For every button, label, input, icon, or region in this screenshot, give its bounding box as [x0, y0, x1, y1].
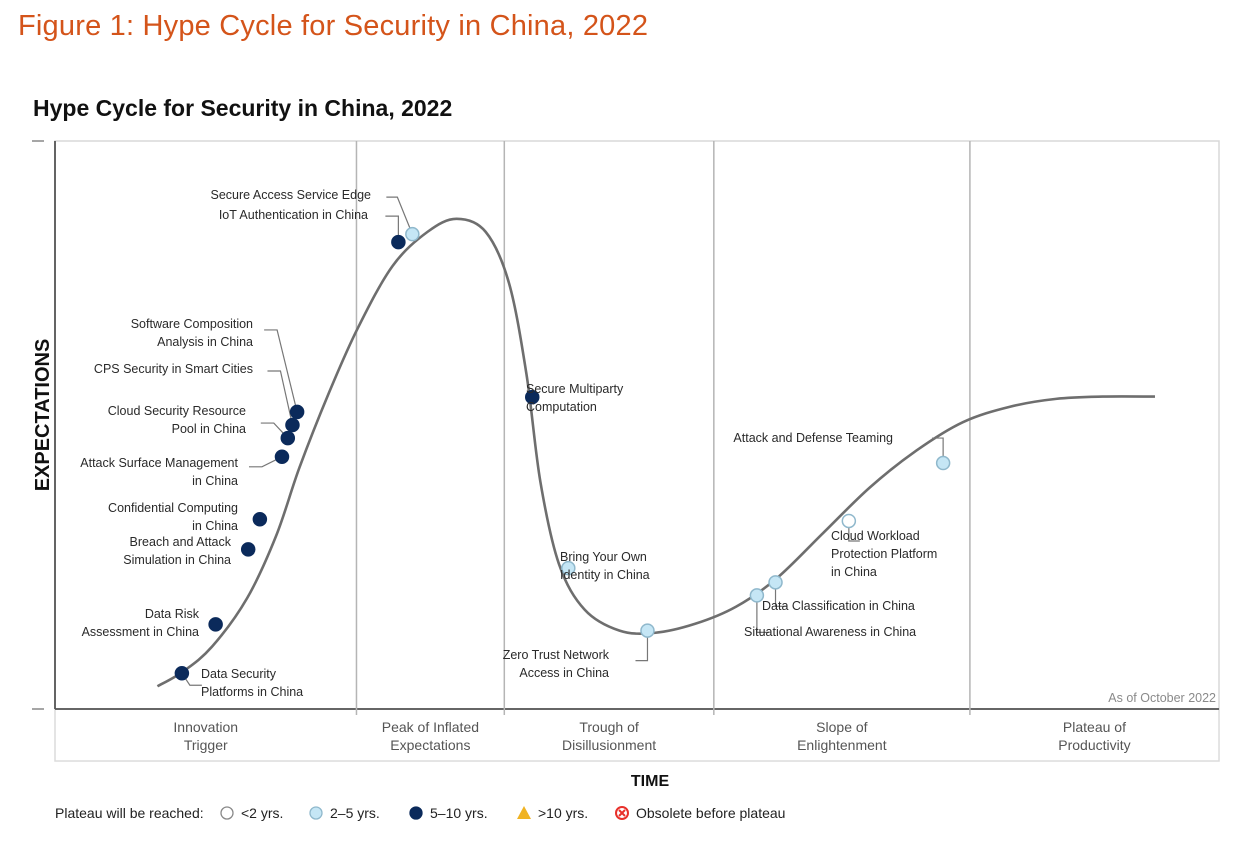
as-of-annotation: As of October 2022: [1108, 691, 1216, 705]
phase-band: [54, 708, 1220, 762]
leader-line: [774, 582, 788, 607]
hype-curve: [156, 217, 1155, 688]
leader-line: [385, 215, 399, 243]
point-label: Data Risk: [145, 607, 200, 621]
triangle-icon: [517, 806, 531, 819]
point-label: Confidential Computing: [108, 501, 238, 515]
phase-label: Innovation: [173, 719, 238, 735]
phase-label: Disillusionment: [562, 737, 656, 753]
data-point: [208, 617, 223, 632]
point-label: Attack and Defense Teaming: [733, 431, 893, 445]
point-label: Analysis in China: [157, 335, 253, 349]
data-points: [174, 226, 951, 681]
point-label: Attack Surface Management: [80, 456, 238, 470]
point-labels: Data Security Platforms in China Data Risk…: [80, 188, 937, 699]
leader-line: [248, 456, 283, 468]
point-label: Pool in China: [172, 422, 246, 436]
point-label: Identity in China: [560, 568, 650, 582]
point-label: Simulation in China: [123, 553, 231, 567]
data-point: [640, 623, 655, 638]
point-label: Secure Multiparty: [526, 382, 624, 396]
phase-label: Trough of: [579, 719, 639, 735]
legend-item-label: <2 yrs.: [241, 805, 283, 821]
point-label: Data Classification in China: [762, 599, 915, 613]
y-axis-label: EXPECTATIONS: [32, 339, 54, 492]
leader-line: [267, 370, 294, 426]
plot-frame: [32, 140, 1220, 762]
chart-title: Hype Cycle for Security in China, 2022: [33, 95, 453, 121]
point-label: Cloud Workload: [831, 529, 920, 543]
data-point: [274, 449, 290, 465]
circle-icon: [409, 806, 423, 820]
point-label: Breach and Attack: [130, 535, 232, 549]
point-label: Cloud Security Resource: [108, 404, 246, 418]
legend-item-label: Obsolete before plateau: [636, 805, 785, 821]
point-label: Software Composition: [131, 317, 253, 331]
data-point: [524, 389, 540, 405]
point-label: Data Security: [201, 667, 277, 681]
data-point: [280, 430, 296, 446]
phase-label: Peak of Inflated: [382, 719, 479, 735]
leader-line: [932, 437, 944, 464]
point-label: IoT Authentication in China: [219, 208, 368, 222]
point-label: Access in China: [519, 666, 609, 680]
data-point: [405, 226, 420, 242]
phase-label: Productivity: [1058, 737, 1130, 753]
obsolete-icon: [615, 806, 629, 820]
data-point: [174, 665, 190, 681]
data-point: [252, 512, 268, 527]
point-label: Bring Your Own: [560, 550, 647, 564]
leader-line: [756, 595, 769, 633]
leader-line: [635, 630, 649, 662]
point-label: Platforms in China: [201, 685, 303, 699]
label-leaders: [181, 196, 944, 686]
point-label: CPS Security in Smart Cities: [94, 362, 253, 376]
legend-item-label: >10 yrs.: [538, 805, 588, 821]
legend-item-label: 2–5 yrs.: [330, 805, 380, 821]
phase-label: Plateau of: [1063, 719, 1126, 735]
data-point: [749, 588, 765, 603]
legend: Plateau will be reached: <2 yrs. 2–5 yrs. 5…: [55, 805, 785, 821]
data-point: [285, 417, 300, 433]
x-axis-label: TIME: [631, 773, 670, 790]
data-point: [561, 560, 576, 576]
phase-labels: Innovation Trigger Peak of Inflated Expecta…: [173, 719, 1130, 753]
data-point: [289, 404, 305, 420]
point-label: Assessment in China: [82, 625, 199, 639]
point-label: Zero Trust Network: [503, 648, 610, 662]
data-point: [240, 542, 256, 557]
point-label: Computation: [526, 400, 597, 414]
x-icon: [618, 809, 626, 817]
phase-label: Enlightenment: [797, 737, 887, 753]
point-label: in China: [831, 565, 877, 579]
data-point: [391, 234, 406, 250]
point-label: Situational Awareness in China: [744, 625, 916, 639]
phase-label: Trigger: [184, 737, 228, 753]
point-label: in China: [192, 519, 238, 533]
circle-icon: [220, 806, 234, 820]
phase-label: Slope of: [816, 719, 867, 735]
data-point: [841, 513, 857, 529]
point-label: Protection Platform: [831, 547, 937, 561]
data-point: [935, 455, 951, 471]
leader-line: [386, 196, 413, 235]
figure-title: Figure 1: Hype Cycle for Security in Chi…: [18, 10, 649, 42]
circle-icon: [309, 806, 323, 820]
legend-item-label: 5–10 yrs.: [430, 805, 488, 821]
phase-label: Expectations: [390, 737, 470, 753]
legend-title: Plateau will be reached:: [55, 805, 204, 821]
leader-line: [264, 329, 298, 413]
point-label: in China: [192, 474, 238, 488]
data-point: [768, 575, 783, 590]
point-label: Secure Access Service Edge: [211, 188, 372, 202]
